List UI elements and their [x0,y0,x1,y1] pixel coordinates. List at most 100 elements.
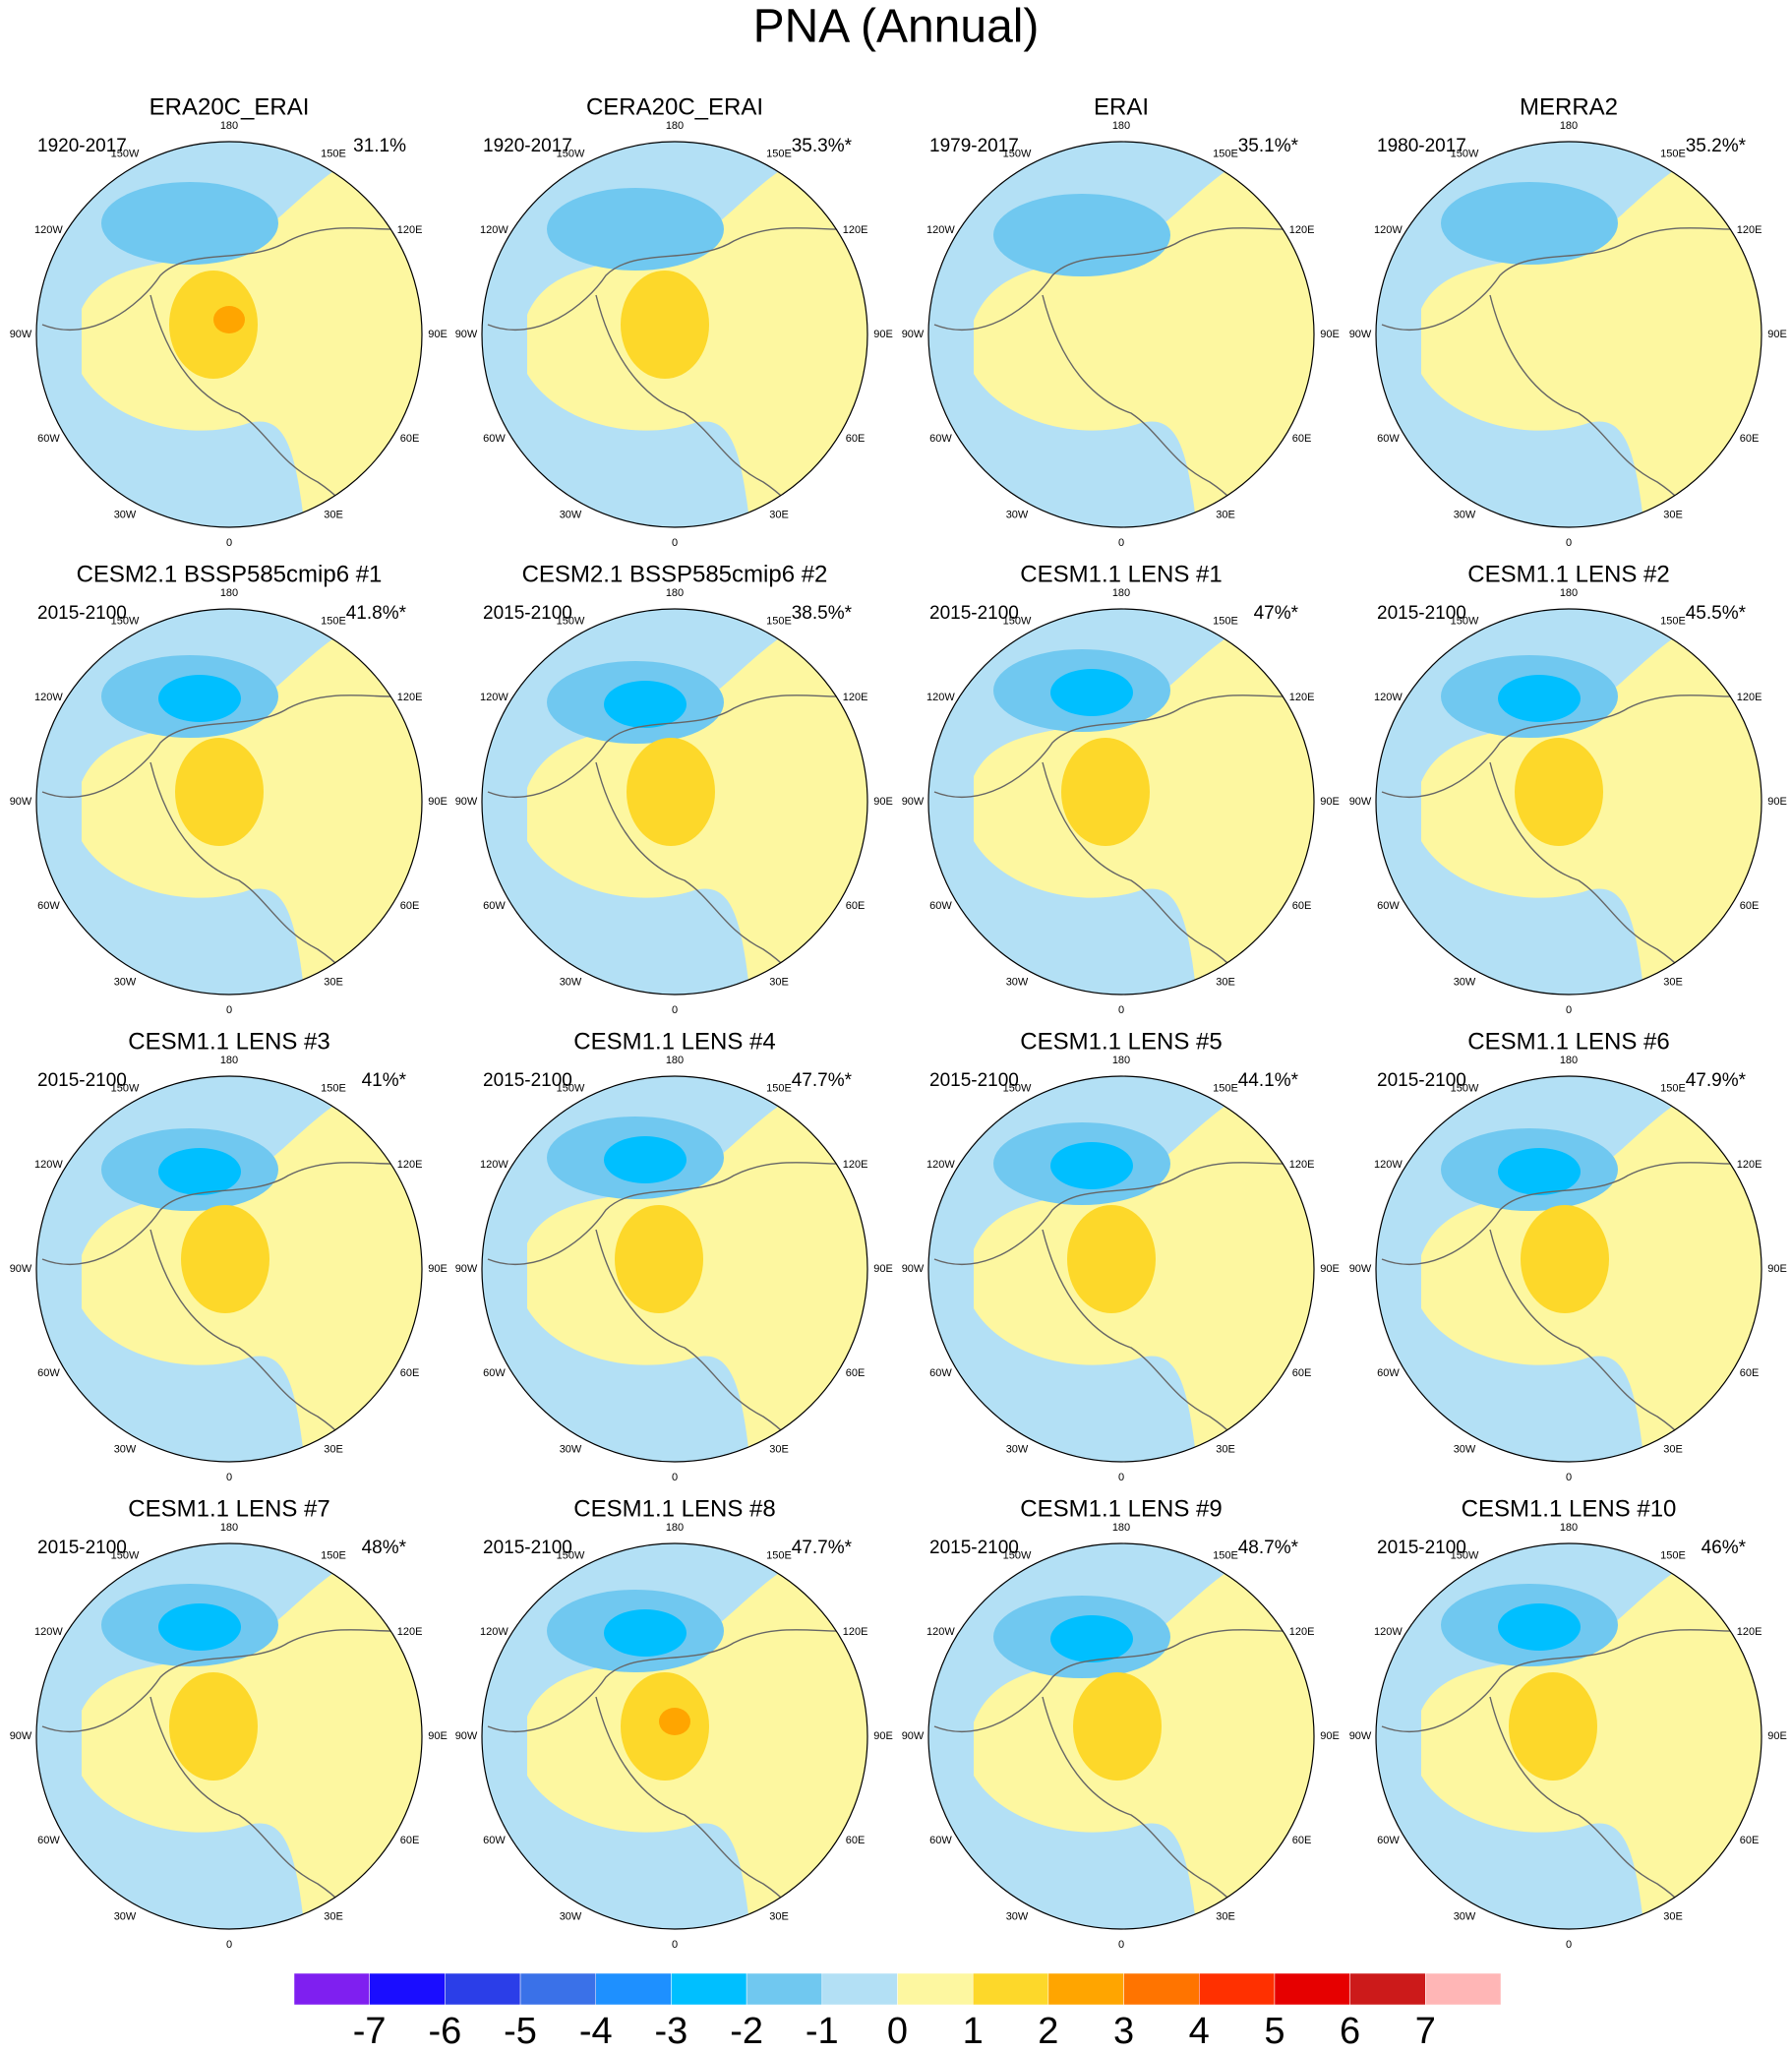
map-border [927,141,1315,528]
longitude-label: 120E [397,224,423,236]
longitude-label: 60E [1292,1367,1312,1379]
colorbar-tick-label: 6 [1340,2011,1360,2048]
positive-region [1421,150,1762,527]
colorbar-tick-label: -7 [353,2011,387,2048]
negative-core [604,1136,687,1183]
negative-core [158,675,241,722]
longitude-label: 120W [34,224,63,236]
positive-core [213,306,245,333]
colorbar-tick-label: 1 [963,2011,984,2048]
map-field [482,1076,867,1462]
longitude-label: 30E [769,977,789,989]
map-panel: ERAI 1979-2017 35.1%* 180 150E 120E 90E 60E 30E 0… [902,93,1340,549]
panel-variance: 38.5%* [792,603,853,624]
longitude-label: 30W [1454,510,1476,521]
longitude-label: 150W [557,148,585,159]
longitude-label: 150W [111,1549,140,1561]
longitude-label: 90E [873,1263,893,1275]
colorbar-tick-label: -2 [730,2011,763,2048]
longitude-label: 60E [400,1367,420,1379]
map-panel: CESM2.1 BSSP585cmip6 #2 2015-2100 38.5%* 18… [455,561,893,1016]
longitude-label: 90E [1320,329,1340,340]
longitude-label: 120W [926,692,955,703]
longitude-label: 150W [1003,148,1032,159]
longitude-label: 0 [1118,537,1124,549]
positive-centre [1515,738,1603,846]
longitude-label: 90W [455,796,478,808]
positive-centre [621,271,709,379]
longitude-label: 150E [1660,1082,1686,1094]
longitude-label: 60W [929,433,952,445]
longitude-label: 150W [1451,615,1479,627]
longitude-label: 120W [926,1159,955,1171]
longitude-label: 180 [220,120,238,132]
map-field [36,1543,422,1929]
map-border [1375,1542,1762,1930]
longitude-label: 180 [666,1055,684,1066]
map-border [1375,608,1762,996]
negative-centre [993,194,1170,276]
negative-core [158,1148,241,1195]
panel-variance: 44.1%* [1238,1070,1299,1091]
map-field [1376,1076,1762,1462]
longitude-label: 120W [480,692,508,703]
longitude-label: 120E [1737,1626,1762,1638]
longitude-label: 60W [37,433,60,445]
longitude-label: 30W [560,1911,582,1923]
longitude-label: 90E [873,796,893,808]
positive-region [82,1084,422,1462]
panel-variance: 35.3%* [792,136,853,156]
panel-period: 2015-2100 [483,1070,572,1091]
panel-variance: 47.7%* [792,1538,853,1558]
longitude-label: 180 [1112,120,1130,132]
longitude-label: 120E [843,1159,868,1171]
longitude-label: 0 [1118,1472,1124,1483]
longitude-label: 30E [1216,1444,1235,1456]
positive-centre [1073,1672,1162,1781]
map-field [36,142,422,527]
longitude-label: 60E [846,1367,866,1379]
longitude-label: 30W [114,510,137,521]
longitude-label: 90E [428,1730,448,1742]
colorbar-box [293,1972,370,2006]
panel-variance: 45.5%* [1686,603,1747,624]
map-field [1376,609,1762,995]
longitude-label: 120E [1289,692,1315,703]
map-border [927,1075,1315,1463]
panel-period: 2015-2100 [929,1538,1019,1558]
longitude-label: 0 [1118,1004,1124,1016]
negative-core [158,1603,241,1651]
longitude-label: 150E [1660,148,1686,159]
longitude-label: 60W [37,900,60,912]
negative-core [604,1609,687,1657]
panel-title: CESM2.1 BSSP585cmip6 #1 [77,561,383,587]
positive-region [1421,1551,1762,1929]
longitude-label: 150W [111,148,140,159]
longitude-label: 150E [321,148,346,159]
longitude-label: 90W [10,1263,32,1275]
panel-title: CERA20C_ERAI [586,93,763,120]
panel-title: CESM1.1 LENS #9 [1020,1495,1222,1522]
longitude-label: 30W [560,1444,582,1456]
longitude-label: 90W [10,796,32,808]
positive-centre [175,738,264,846]
positive-centre [181,1205,269,1313]
colorbar-tick-label: 4 [1189,2011,1210,2048]
longitude-label: 150E [1213,148,1238,159]
map-field [928,1543,1314,1929]
panel-period: 2015-2100 [37,1070,127,1091]
longitude-label: 90E [1320,1263,1340,1275]
positive-region [82,617,422,995]
panel-title: ERA20C_ERAI [149,93,310,120]
panel-title: CESM1.1 LENS #2 [1467,561,1669,587]
positive-centre [1521,1205,1609,1313]
longitude-label: 180 [1560,587,1578,599]
colorbar-box [671,1972,747,2006]
panel-period: 1979-2017 [929,136,1019,156]
map-border [35,608,423,996]
longitude-label: 120W [34,1159,63,1171]
positive-centre [169,271,258,379]
colorbar-box [369,1972,446,2006]
